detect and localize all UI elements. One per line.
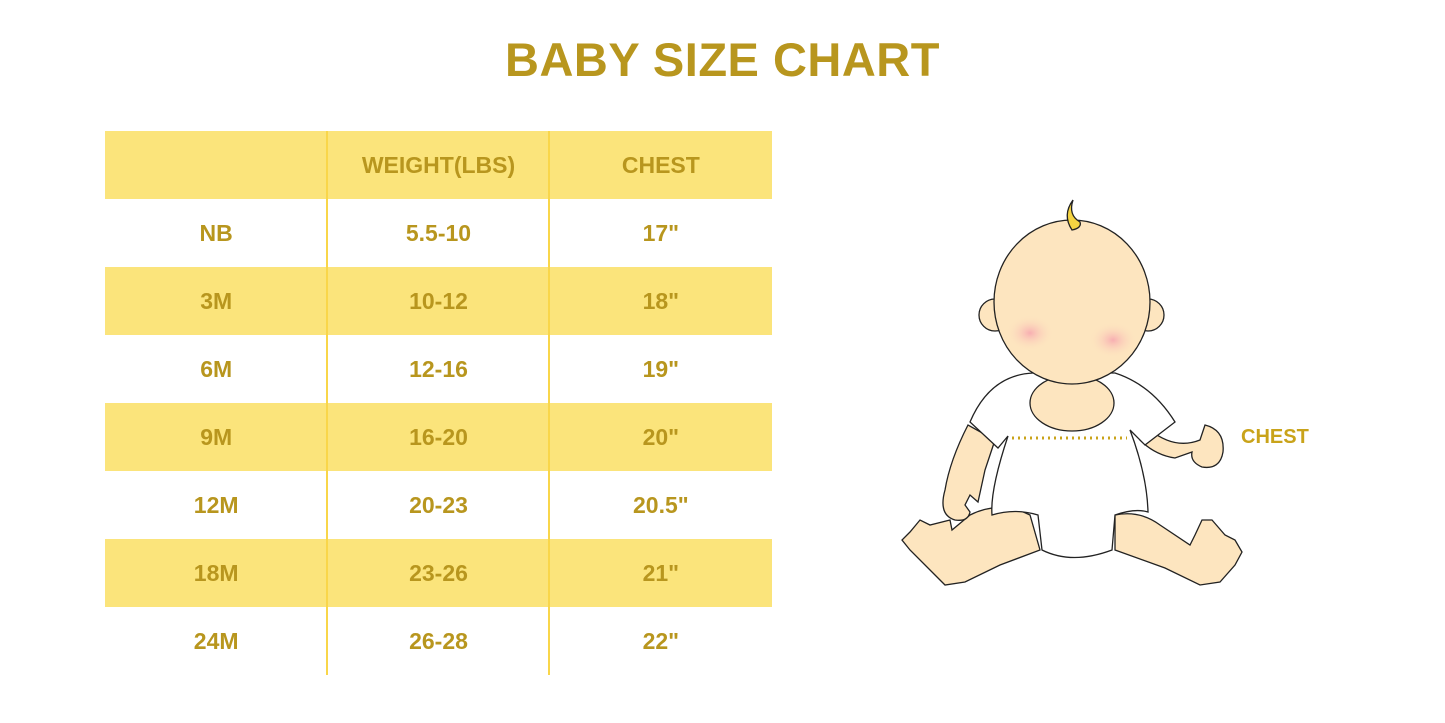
table-row: 3M 10-12 18" bbox=[105, 267, 772, 335]
table-row: 6M 12-16 19" bbox=[105, 335, 772, 403]
left-leg bbox=[901, 506, 1041, 586]
right-leg bbox=[1114, 513, 1243, 586]
table-row: 9M 16-20 20" bbox=[105, 403, 772, 471]
header-size bbox=[105, 131, 327, 199]
table-row: 24M 26-28 22" bbox=[105, 607, 772, 675]
table-row: 12M 20-23 20.5" bbox=[105, 471, 772, 539]
column-divider bbox=[326, 131, 328, 675]
chest-cell: 22" bbox=[642, 627, 680, 654]
chest-cell: 21" bbox=[642, 559, 680, 586]
weight-cell: 12-16 bbox=[409, 355, 468, 382]
page-title: BABY SIZE CHART bbox=[505, 33, 940, 86]
weight-cell: 26-28 bbox=[409, 627, 468, 654]
table-row: 18M 23-26 21" bbox=[105, 539, 772, 607]
chest-cell: 18" bbox=[642, 287, 680, 314]
size-cell: NB bbox=[199, 219, 233, 246]
size-cell: 12M bbox=[193, 491, 239, 518]
weight-cell: 23-26 bbox=[409, 559, 468, 586]
left-arm bbox=[942, 424, 996, 521]
right-arm bbox=[1139, 424, 1224, 469]
weight-cell: 10-12 bbox=[409, 287, 468, 314]
size-cell: 24M bbox=[193, 627, 239, 654]
column-divider bbox=[548, 131, 550, 675]
weight-cell: 5.5-10 bbox=[405, 219, 472, 246]
size-cell: 3M bbox=[200, 287, 233, 314]
weight-cell: 16-20 bbox=[409, 423, 468, 450]
chest-cell: 20" bbox=[642, 423, 680, 450]
chest-cell: 17" bbox=[642, 219, 680, 246]
chest-cell: 20.5" bbox=[632, 491, 689, 518]
onesie bbox=[969, 372, 1176, 559]
baby-illustration bbox=[901, 199, 1243, 586]
right-cheek bbox=[1089, 322, 1137, 358]
chest-label: CHEST bbox=[1241, 426, 1309, 448]
left-cheek bbox=[1006, 315, 1054, 351]
table-row: NB 5.5-10 17" bbox=[105, 199, 772, 267]
size-cell: 18M bbox=[193, 559, 239, 586]
chest-cell: 19" bbox=[642, 355, 680, 382]
header-weight: WEIGHT(LBS) bbox=[361, 151, 516, 178]
size-cell: 9M bbox=[200, 423, 233, 450]
weight-cell: 20-23 bbox=[409, 491, 468, 518]
table-header-row: WEIGHT(LBS) CHEST bbox=[105, 131, 772, 199]
hair-tuft bbox=[1066, 199, 1081, 231]
header-chest: CHEST bbox=[621, 151, 700, 178]
size-table: WEIGHT(LBS) CHEST NB 5.5-10 17" 3M 10-12… bbox=[105, 131, 772, 675]
head bbox=[993, 219, 1151, 385]
size-cell: 6M bbox=[200, 355, 233, 382]
